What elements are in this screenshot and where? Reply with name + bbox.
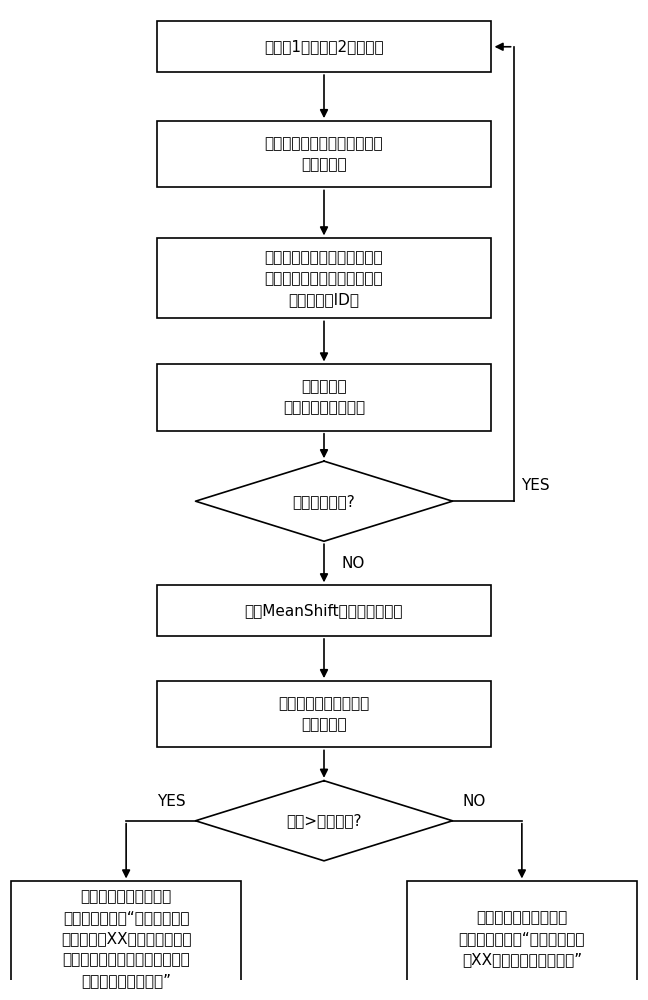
Text: 计算多帧中
目标车辆的平均面积: 计算多帧中 目标车辆的平均面积 [283, 380, 365, 416]
Text: 车速>最大车速?: 车速>最大车速? [286, 813, 362, 828]
Text: NO: NO [462, 794, 485, 809]
FancyBboxPatch shape [157, 681, 491, 747]
Text: 平均面积减小?: 平均面积减小? [293, 494, 355, 509]
Text: 摄像夶1或摄像夶2视频输入: 摄像夶1或摄像夶2视频输入 [264, 39, 384, 54]
Text: NO: NO [342, 556, 365, 571]
Text: 基于MeanShift算法的车辆跟踪: 基于MeanShift算法的车辆跟踪 [245, 603, 403, 618]
Polygon shape [196, 781, 452, 861]
FancyBboxPatch shape [407, 881, 637, 997]
Text: 基于自适应混合高斯建模的车
辆目标检测: 基于自适应混合高斯建模的车 辆目标检测 [264, 136, 384, 172]
Text: 基于角点特征匹配算法
的车速检测: 基于角点特征匹配算法 的车速检测 [279, 696, 369, 732]
FancyBboxPatch shape [157, 238, 491, 318]
FancyBboxPatch shape [157, 364, 491, 431]
FancyBboxPatch shape [157, 121, 491, 187]
FancyBboxPatch shape [11, 881, 241, 997]
Text: YES: YES [157, 794, 186, 809]
Polygon shape [196, 461, 452, 541]
FancyBboxPatch shape [157, 21, 491, 72]
Text: 基于前景掩膜连通区域的团块
检测，获取车辆目标信息（中
心，面积，ID）: 基于前景掩膜连通区域的团块 检测，获取车辆目标信息（中 心，面积，ID） [264, 250, 384, 307]
FancyBboxPatch shape [157, 585, 491, 636]
Text: 信息显示和语音预警：
实时路况和文字“前方（当前）
车辆速度为XX，已超过当前弯
道规定的最大速度，请注意避让
（立即减速行驶）！”: 信息显示和语音预警： 实时路况和文字“前方（当前） 车辆速度为XX，已超过当前弯… [61, 890, 191, 989]
Text: 信息显示和语音提示：
实时路况和文字“前方车辆速度
为XX，请注意减速行驶！”: 信息显示和语音提示： 实时路况和文字“前方车辆速度 为XX，请注意减速行驶！” [459, 911, 585, 968]
Text: YES: YES [521, 478, 550, 493]
